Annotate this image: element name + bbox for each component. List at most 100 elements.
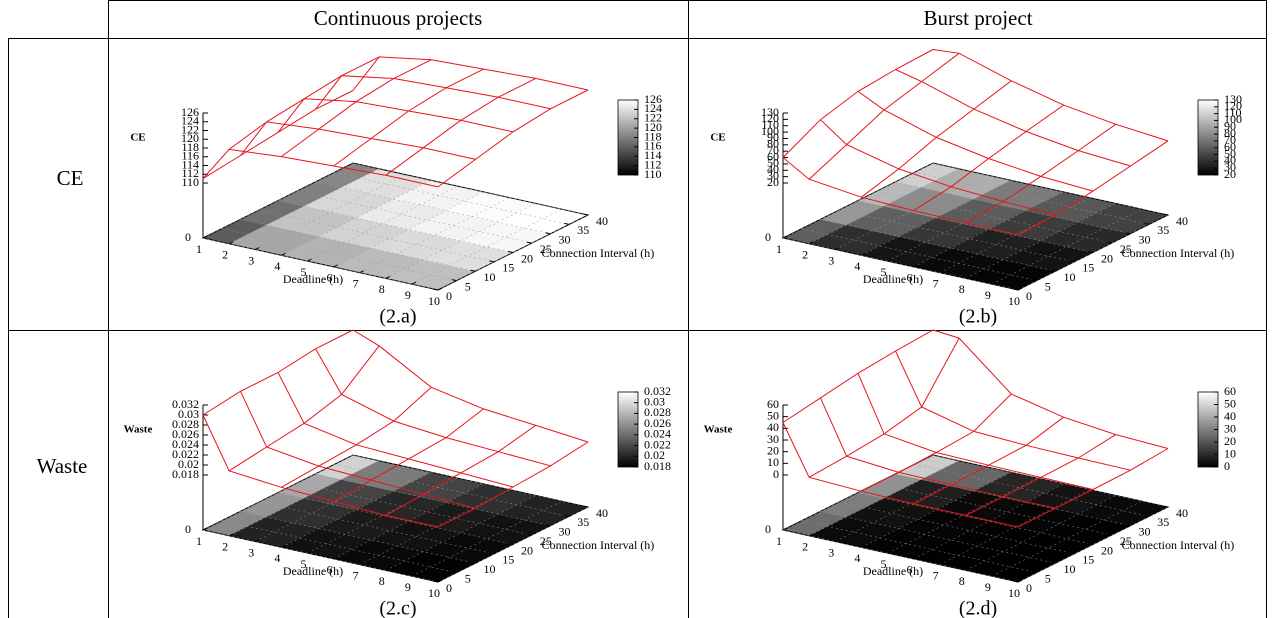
tick-mark: [1012, 288, 1019, 291]
surface-line: [352, 329, 589, 443]
grid-line: [315, 473, 551, 526]
tick-mark: [1162, 505, 1169, 508]
tick-mark: [432, 288, 439, 291]
colorbar-tick-label: 110: [644, 167, 662, 181]
x-tick-label: 7: [933, 276, 939, 290]
y-tick-label: 30: [1139, 525, 1151, 539]
tick-mark: [202, 235, 208, 239]
tick-mark: [887, 258, 892, 262]
x-tick-label: 8: [379, 282, 385, 296]
z-tick-label: 0.018: [172, 467, 199, 481]
colorbar-tick-label: 80: [1224, 126, 1236, 140]
grid-line: [914, 464, 1150, 517]
y-tick-label: 40: [1176, 506, 1188, 520]
grid-line: [334, 172, 570, 225]
row-header: CE: [57, 166, 84, 190]
x-tick-label: 5: [300, 557, 306, 571]
x-tick-label: 6: [327, 563, 333, 577]
y-tick-label: 10: [1064, 562, 1076, 576]
y-tick-label: 40: [596, 506, 608, 520]
y-tick-label: 35: [1157, 223, 1169, 237]
caption: (2.b): [959, 306, 997, 328]
tick-mark: [545, 232, 551, 235]
surface-line: [240, 121, 476, 160]
table-lines: [8, 0, 1267, 618]
tick-mark: [808, 533, 814, 537]
z-tick-label: 30: [767, 432, 779, 446]
colorbar-tick-label: 112: [644, 157, 662, 171]
x-tick-label: 3: [828, 545, 834, 559]
x-tick-label: 6: [907, 563, 913, 577]
y-tick-label: 40: [596, 214, 608, 228]
grid-line: [914, 172, 1150, 225]
y-tick-label: 0: [446, 289, 452, 303]
surface-line: [782, 422, 1019, 528]
tick-mark: [254, 247, 260, 251]
tick-mark: [307, 258, 312, 262]
y-tick-label: 0: [446, 581, 452, 595]
z-tick-label: 0: [773, 467, 779, 481]
tick-mark: [1031, 279, 1037, 282]
grid-line: [820, 511, 1056, 564]
surface-line: [281, 59, 432, 158]
tick-mark: [411, 573, 417, 577]
y-tick-label: 35: [577, 515, 589, 529]
colorbar-tick-label: 120: [644, 120, 662, 134]
x-tick-label: 3: [248, 545, 254, 559]
z-tick-label: 110: [761, 117, 779, 131]
y-tick-label: 20: [521, 543, 533, 557]
z-tick-label: 40: [767, 162, 779, 176]
x-tick-label: 4: [854, 551, 860, 565]
surface-line: [782, 49, 934, 158]
grid-line: [296, 190, 532, 244]
z-tick-label: 50: [767, 156, 779, 170]
z-tick-label: 40: [767, 420, 779, 434]
tick-mark: [887, 550, 892, 554]
tick-mark: [564, 514, 570, 517]
z-tick-label: 0.024: [172, 437, 199, 451]
colorbar-tick-label: 60: [1224, 384, 1236, 398]
tick-mark: [333, 556, 338, 560]
z-tick-label: 30: [767, 168, 779, 182]
x-tick-label: 8: [959, 282, 965, 296]
grid-line: [820, 219, 1056, 272]
z-tick-label: 20: [767, 175, 779, 189]
z-tick-label: 122: [181, 122, 199, 136]
y-tick-label: 35: [1157, 515, 1169, 529]
y-tick-label: 5: [465, 571, 471, 585]
y-tick-label: 0: [1026, 289, 1032, 303]
grid-line: [334, 464, 570, 517]
z-tick-label: 110: [181, 175, 199, 189]
surface-line: [202, 148, 439, 188]
colorbar-tick-label: 50: [1224, 396, 1236, 410]
tick-mark: [254, 539, 260, 543]
y-tick-label: 30: [559, 233, 571, 247]
x-tick-label: 9: [985, 580, 991, 594]
grid-line: [801, 228, 1037, 281]
y-tick-label: 0: [1026, 581, 1032, 595]
grid-line: [876, 482, 1112, 536]
grid-line: [315, 181, 551, 234]
surface-line: [333, 68, 484, 167]
surface-line: [385, 424, 537, 516]
tick-mark: [1144, 514, 1150, 517]
colorbar-tick-label: 124: [644, 101, 662, 115]
y-tick-label: 5: [1045, 571, 1051, 585]
surface-line: [228, 345, 380, 472]
surface-line: [277, 372, 514, 488]
surface-line: [437, 441, 589, 528]
z-tick-label: 0.032: [172, 397, 199, 411]
tick-mark: [913, 264, 918, 268]
tick-mark: [808, 241, 814, 245]
colorbar-tick-label: 40: [1224, 153, 1236, 167]
caption: (2.c): [379, 598, 416, 618]
tick-mark: [281, 252, 286, 256]
z-axis-label: Waste: [704, 424, 733, 436]
y-axis-label: Connection Interval (h): [1122, 538, 1235, 552]
colorbar-tick-label: 122: [644, 111, 662, 125]
colorbar-tick-label: 10: [1224, 446, 1236, 460]
colorbar-tick-label: 0.028: [644, 405, 671, 419]
z-tick-label: 120: [181, 131, 199, 145]
x-tick-label: 10: [1008, 294, 1020, 308]
z-axis-label: CE: [710, 132, 725, 144]
